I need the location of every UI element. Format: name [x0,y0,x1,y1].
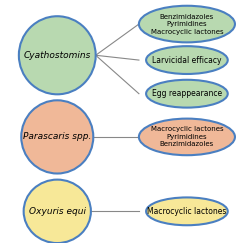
Ellipse shape [21,100,93,173]
Text: Cyathostomins: Cyathostomins [24,51,91,60]
Ellipse shape [24,180,91,243]
Text: Parascaris spp.: Parascaris spp. [23,132,91,141]
Text: Macrocyclic lactones
Pyrimidines
Benzimidazoles: Macrocyclic lactones Pyrimidines Benzimi… [151,126,223,147]
Text: Larvicidal efficacy: Larvicidal efficacy [152,56,222,65]
Ellipse shape [146,46,228,74]
Ellipse shape [146,80,228,108]
Ellipse shape [139,119,235,155]
Ellipse shape [19,16,96,94]
Text: Egg reappearance: Egg reappearance [152,89,222,98]
Text: Oxyuris equi: Oxyuris equi [29,207,86,216]
Text: Benzimidazoles
Pyrimidines
Macrocyclic lactones: Benzimidazoles Pyrimidines Macrocyclic l… [151,13,223,35]
Ellipse shape [139,6,235,42]
Ellipse shape [146,197,228,225]
Text: Macrocyclic lactones: Macrocyclic lactones [147,207,227,216]
